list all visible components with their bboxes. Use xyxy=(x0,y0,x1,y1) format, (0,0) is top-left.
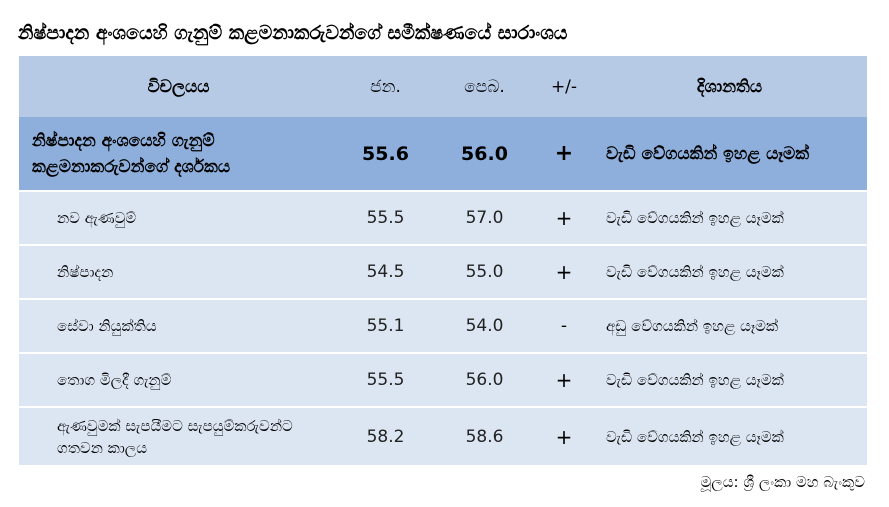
row-change: - xyxy=(536,298,592,353)
row-feb: 55.0 xyxy=(433,244,536,299)
summary-table: විචලයය ජන. පෙබ. +/- දිශානතිය නිෂ්පාදන අං… xyxy=(19,56,867,465)
row-change: + xyxy=(536,190,592,245)
header-category: විචලයය xyxy=(147,76,210,97)
row-feb: 54.0 xyxy=(433,298,536,353)
row-feb: 56.0 xyxy=(433,352,536,407)
header-direction: දිශානතිය xyxy=(696,76,763,97)
summary-row: නිෂ්පාදන අංශයෙහි ගැනුම් කළමනාකරුවන්ගේ දර… xyxy=(19,117,867,192)
summary-change: + xyxy=(536,117,592,192)
row-category: නව ඇණවුම් xyxy=(19,190,338,245)
row-direction: වැඩි වේගයකින් ඉහළ යෑමක් xyxy=(592,244,867,299)
summary-direction: වැඩි වේගයකින් ඉහළ යෑමක් xyxy=(592,117,867,192)
table-row: තොග මිලදී ගැනුම් 55.5 56.0 + වැඩි වේගයකි… xyxy=(19,352,867,407)
row-direction: වැඩි වේගයකින් ඉහළ යෑමක් xyxy=(592,406,867,465)
row-jan: 55.5 xyxy=(338,190,433,245)
table-header-row: විචලයය ජන. පෙබ. +/- දිශානතිය xyxy=(19,56,867,117)
row-category: සේවා නියුක්තිය xyxy=(19,298,338,353)
row-feb: 57.0 xyxy=(433,190,536,245)
row-direction: වැඩි වේගයකින් ඉහළ යෑමක් xyxy=(592,190,867,245)
header-jan: ජන. xyxy=(370,76,401,97)
header-change: +/- xyxy=(550,76,578,97)
row-jan: 58.2 xyxy=(338,406,433,465)
row-direction: වැඩි වේගයකින් ඉහළ යෑමක් xyxy=(592,352,867,407)
summary-jan: 55.6 xyxy=(338,117,433,192)
table-row: සේවා නියුක්තිය 55.1 54.0 - අඩු වේගයකින් … xyxy=(19,298,867,353)
table-row: නිෂ්පාදන 54.5 55.0 + වැඩි වේගයකින් ඉහළ ය… xyxy=(19,244,867,299)
row-jan: 55.5 xyxy=(338,352,433,407)
row-direction: අඩු වේගයකින් ඉහළ යෑමක් xyxy=(592,298,867,353)
header-feb: පෙබ. xyxy=(464,76,505,97)
row-category: නිෂ්පාදන xyxy=(19,244,338,299)
source-note: මූලය: ශ්‍රී ලංකා මහ බැංකුව xyxy=(700,473,865,491)
row-category: තොග මිලදී ගැනුම් xyxy=(19,352,338,407)
row-change: + xyxy=(536,244,592,299)
row-jan: 55.1 xyxy=(338,298,433,353)
page-title: නිෂ්පාදන අංශයෙහි ගැනුම් කළමනාකරුවන්ගේ සම… xyxy=(18,22,568,44)
row-category: ඇණවුමක් සැපයීමට සැපයුම්කරුවන්ට ගතවන කාලය xyxy=(19,406,338,465)
row-change: + xyxy=(536,352,592,407)
table-row: ඇණවුමක් සැපයීමට සැපයුම්කරුවන්ට ගතවන කාලය… xyxy=(19,406,867,465)
row-jan: 54.5 xyxy=(338,244,433,299)
summary-category: නිෂ්පාදන අංශයෙහි ගැනුම් කළමනාකරුවන්ගේ දර… xyxy=(19,117,338,192)
row-change: + xyxy=(536,406,592,465)
row-feb: 58.6 xyxy=(433,406,536,465)
summary-feb: 56.0 xyxy=(433,117,536,192)
table-row: නව ඇණවුම් 55.5 57.0 + වැඩි වේගයකින් ඉහළ … xyxy=(19,190,867,245)
